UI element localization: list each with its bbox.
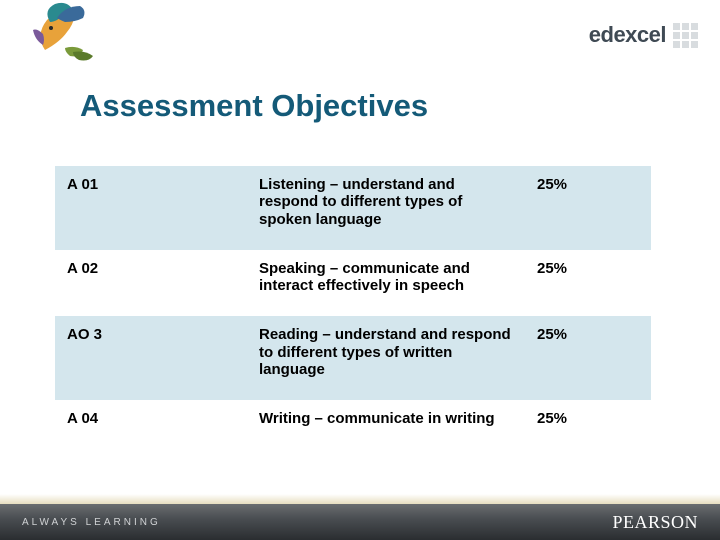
cell-percent: 25% — [525, 316, 651, 400]
header: edexcel — [0, 0, 720, 60]
cell-code: A 02 — [55, 250, 247, 317]
edexcel-text: edexcel — [589, 22, 666, 48]
cell-code: A 04 — [55, 400, 247, 449]
cell-description: Listening – understand and respond to di… — [247, 166, 525, 250]
edexcel-dots-icon — [673, 23, 698, 48]
table-row: A 02 Speaking – communicate and interact… — [55, 250, 651, 317]
cell-code: AO 3 — [55, 316, 247, 400]
footer: ALWAYS LEARNING PEARSON — [0, 504, 720, 540]
cell-description: Speaking – communicate and interact effe… — [247, 250, 525, 317]
bird-logo-icon — [25, 0, 105, 77]
tagline: ALWAYS LEARNING — [22, 517, 161, 528]
objectives-table: A 01 Listening – understand and respond … — [55, 166, 651, 449]
table-row: A 01 Listening – understand and respond … — [55, 166, 651, 250]
cell-description: Writing – communicate in writing — [247, 400, 525, 449]
cell-code: A 01 — [55, 166, 247, 250]
page-title: Assessment Objectives — [80, 88, 428, 124]
edexcel-brand: edexcel — [589, 22, 698, 48]
cell-percent: 25% — [525, 250, 651, 317]
cell-description: Reading – understand and respond to diff… — [247, 316, 525, 400]
company-logo: PEARSON — [612, 512, 698, 533]
footer-edge — [0, 494, 720, 504]
cell-percent: 25% — [525, 166, 651, 250]
cell-percent: 25% — [525, 400, 651, 449]
table-row: AO 3 Reading – understand and respond to… — [55, 316, 651, 400]
table-row: A 04 Writing – communicate in writing 25… — [55, 400, 651, 449]
